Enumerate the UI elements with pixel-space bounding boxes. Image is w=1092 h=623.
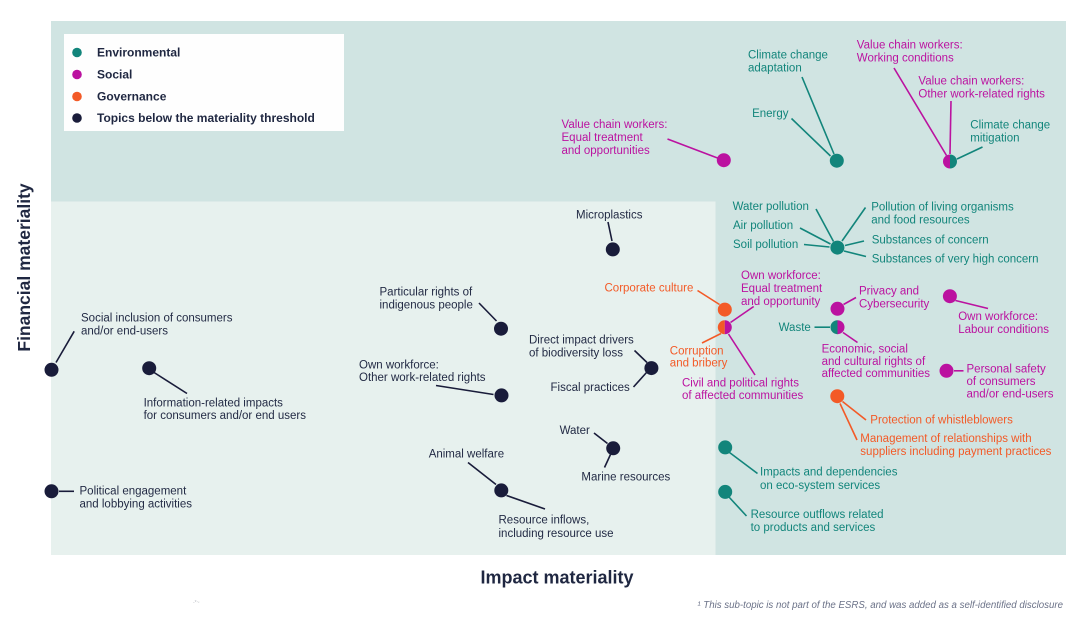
svg-text:Management of relationships wi: Management of relationships with supplier… bbox=[860, 433, 1051, 458]
svg-text:Corporate culture: Corporate culture bbox=[605, 283, 694, 295]
svg-text:-*~: -*~ bbox=[193, 600, 200, 606]
svg-text:Governance: Governance bbox=[97, 90, 167, 104]
svg-text:Marine resources: Marine resources bbox=[581, 472, 670, 484]
svg-text:Social: Social bbox=[97, 68, 132, 82]
svg-text:Value chain workers:Working co: Value chain workers: Working conditions bbox=[857, 40, 963, 65]
svg-text:Substances of concern: Substances of concern bbox=[872, 235, 989, 247]
svg-text:Water pollution: Water pollution bbox=[733, 201, 809, 213]
svg-text:Topics below the materiality t: Topics below the materiality threshold bbox=[97, 111, 315, 125]
svg-text:Substances of very high concer: Substances of very high concern bbox=[872, 254, 1039, 266]
svg-text:Energy: Energy bbox=[752, 108, 789, 120]
svg-text:Microplastics: Microplastics bbox=[576, 210, 643, 222]
svg-text:Own workforce:Labour condition: Own workforce: Labour conditions bbox=[958, 311, 1049, 336]
svg-text:Waste: Waste bbox=[779, 322, 811, 334]
svg-text:Fiscal practices: Fiscal practices bbox=[551, 382, 630, 394]
svg-text:Air pollution: Air pollution bbox=[733, 220, 793, 232]
svg-text:Environmental: Environmental bbox=[97, 46, 180, 60]
svg-text:Protection of whistleblowers: Protection of whistleblowers bbox=[870, 415, 1013, 427]
svg-text:Own workforce:Other work-relat: Own workforce: Other work-related rights bbox=[359, 360, 486, 385]
svg-text:¹ This sub-topic is not part o: ¹ This sub-topic is not part of the ESRS… bbox=[697, 600, 1063, 611]
svg-text:Soil pollution: Soil pollution bbox=[733, 239, 798, 251]
svg-text:Impact materiality: Impact materiality bbox=[480, 568, 633, 588]
svg-text:Financial materiality: Financial materiality bbox=[14, 183, 34, 352]
svg-text:Animal welfare: Animal welfare bbox=[429, 449, 504, 461]
svg-text:Water: Water bbox=[560, 425, 590, 437]
svg-text:Value chain workers:Other work: Value chain workers: Other work-related r… bbox=[918, 76, 1045, 101]
svg-text:Value chain workers:Equal trea: Value chain workers: Equal treatment and o… bbox=[562, 119, 668, 157]
svg-text:Resource inflows,including res: Resource inflows, including resource use bbox=[499, 515, 614, 540]
